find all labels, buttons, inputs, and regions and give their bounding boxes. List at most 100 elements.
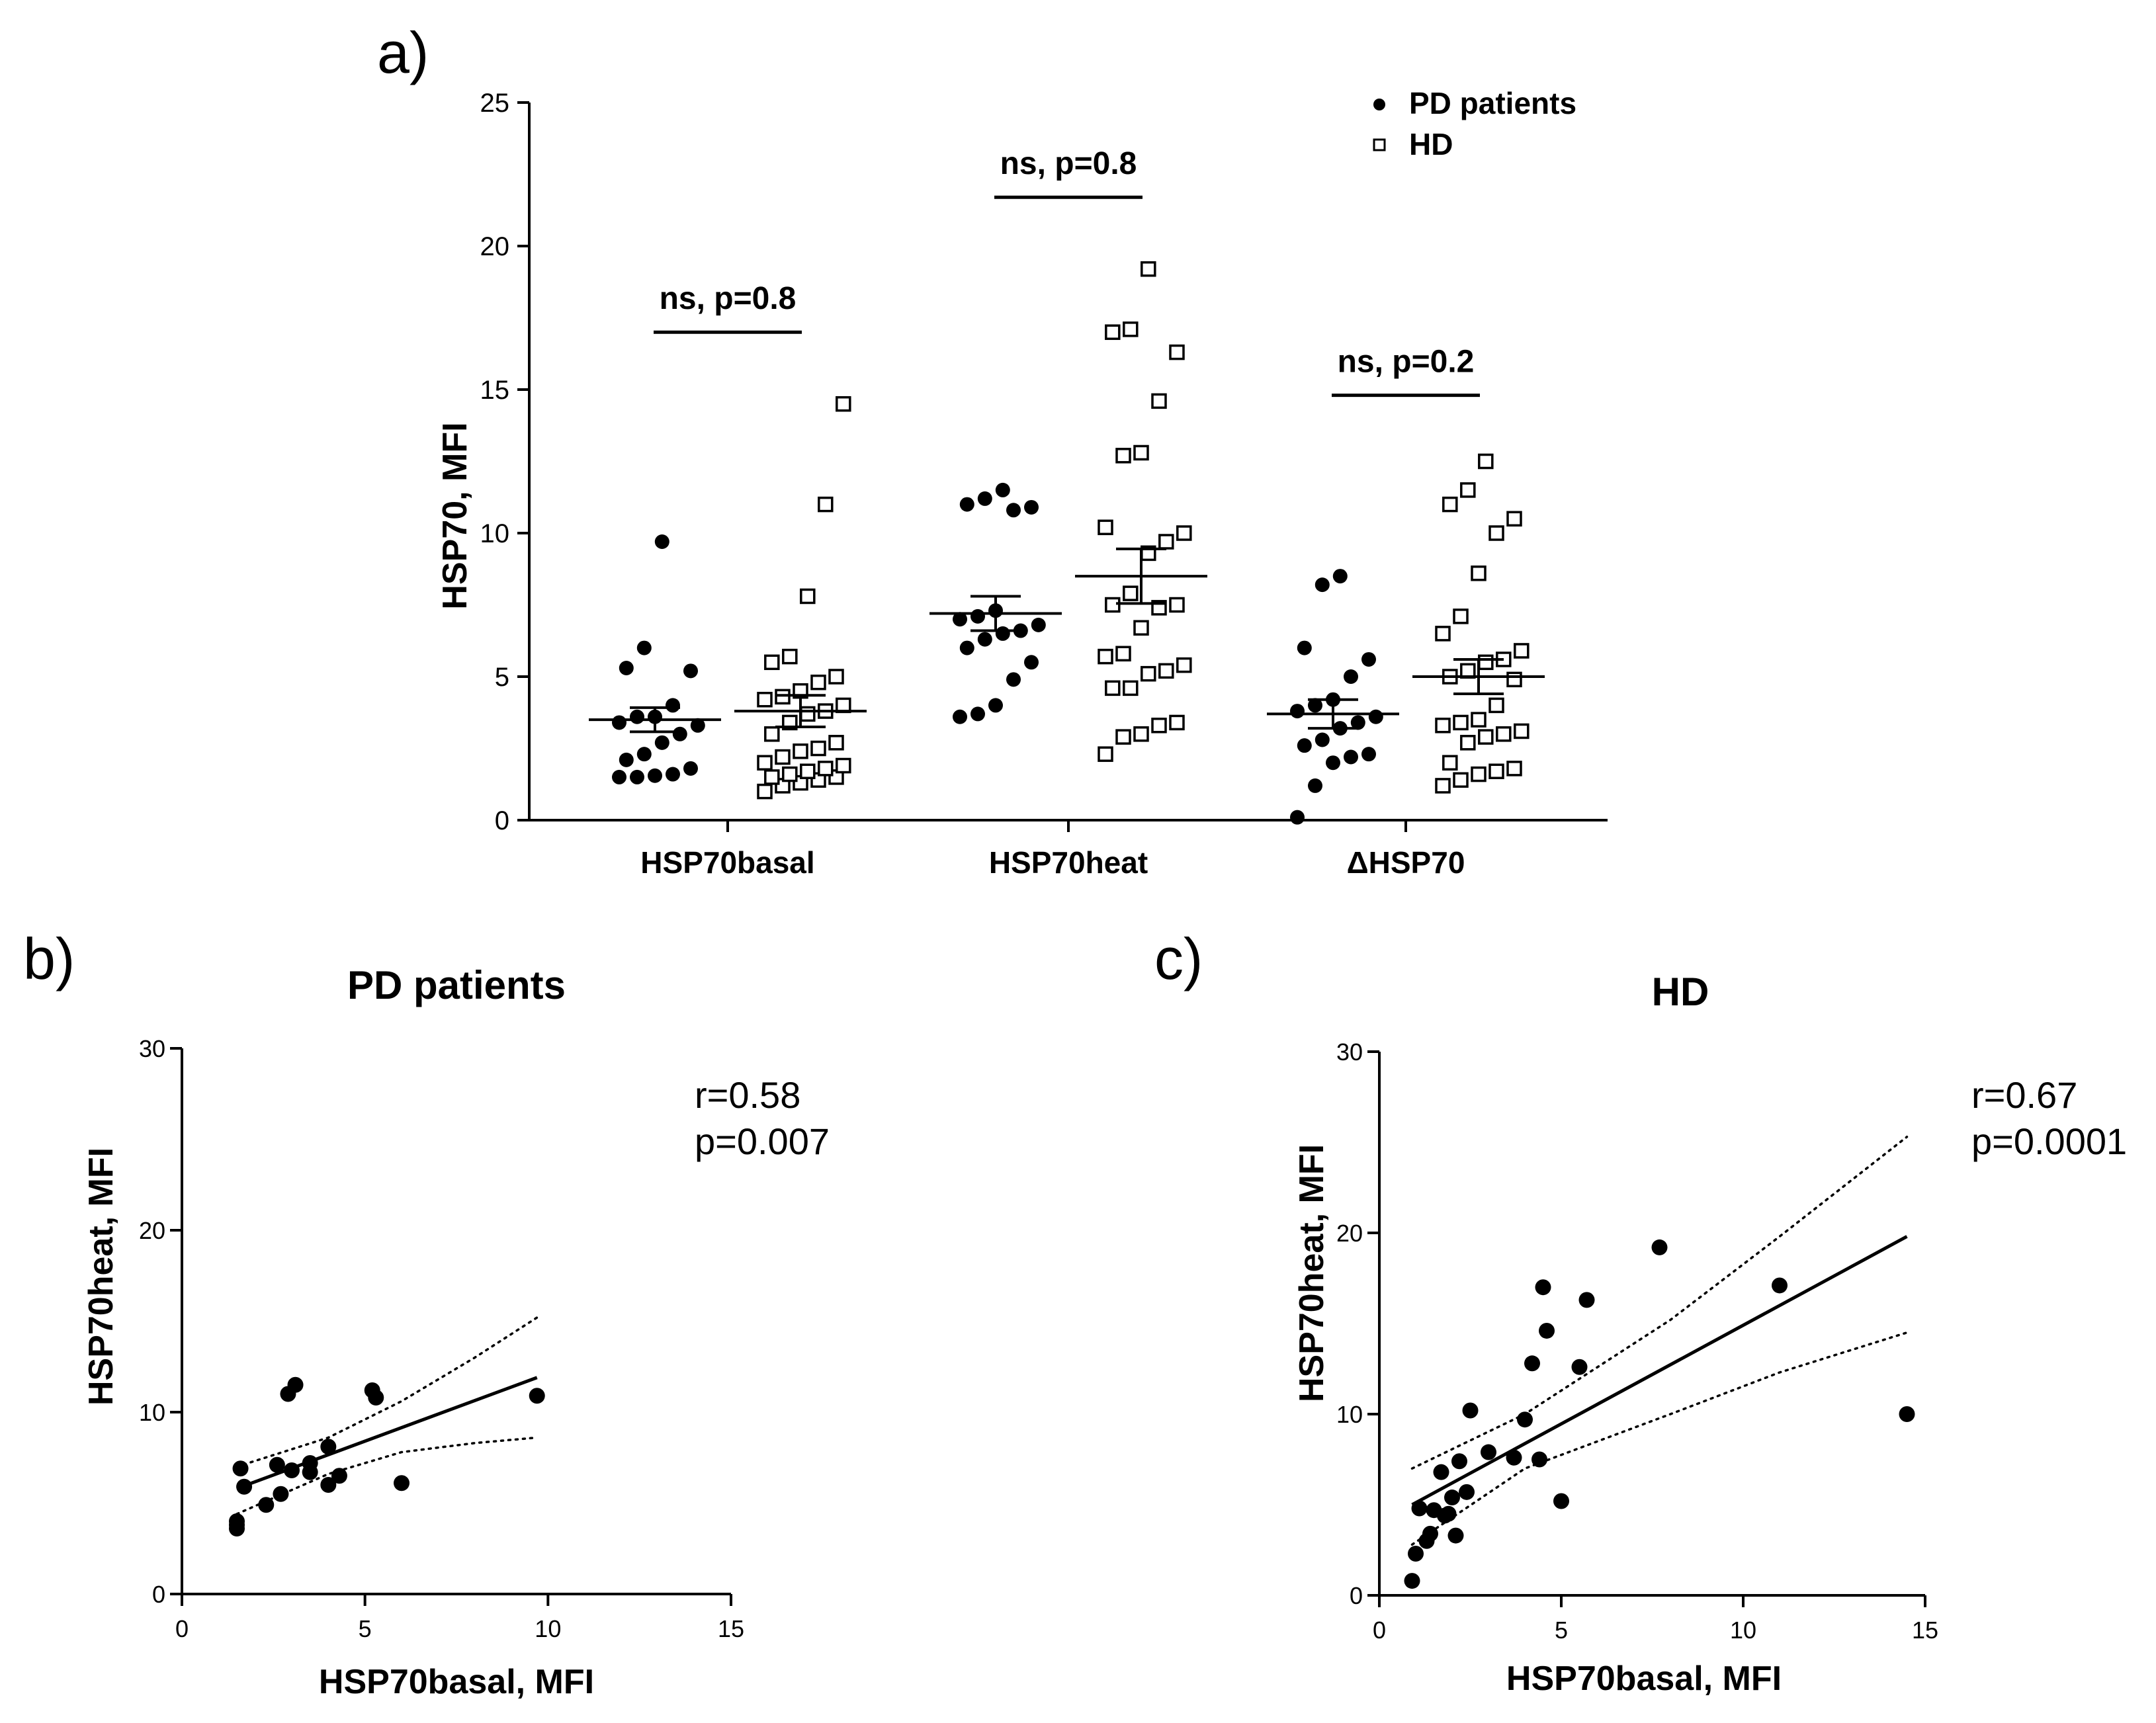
point-hd <box>810 740 826 757</box>
panel-a-label: a) <box>377 20 429 85</box>
scatter-point <box>529 1388 545 1404</box>
point-pd <box>648 768 662 783</box>
x-tick-label: 15 <box>1912 1617 1938 1644</box>
point-pd <box>977 632 992 647</box>
data-points <box>612 261 1530 825</box>
point-hd <box>764 726 780 742</box>
point-pd <box>953 709 967 724</box>
scatter-point <box>320 1439 337 1455</box>
point-hd <box>1176 525 1192 541</box>
panel-b-plot: 0 5 10 15 0 10 20 30 <box>139 1035 744 1642</box>
point-pd <box>666 698 680 713</box>
point-hd <box>764 654 780 671</box>
point-hd <box>1506 671 1522 688</box>
x-tick-labels: HSP70basal HSP70heat ΔHSP70 <box>640 820 1465 880</box>
panel-c-title: HD <box>1652 970 1709 1014</box>
scatter-point <box>1459 1484 1475 1500</box>
point-hd <box>782 766 798 782</box>
point-pd <box>1361 747 1376 762</box>
point-pd <box>1344 669 1358 684</box>
y-tick-label: 0 <box>1350 1582 1363 1609</box>
point-pd <box>1006 503 1021 518</box>
panel-b-label: b) <box>23 926 75 991</box>
scatter-point <box>1411 1500 1428 1517</box>
scatter-point <box>273 1486 289 1502</box>
point-pd <box>1350 715 1365 730</box>
scatter-point <box>320 1477 337 1493</box>
scatter-point <box>1539 1322 1555 1339</box>
point-hd <box>818 761 834 777</box>
panel-b-r-value: r=0.58 <box>695 1074 800 1116</box>
point-pd <box>977 491 992 506</box>
point-pd <box>995 482 1010 497</box>
scatter-point <box>1462 1402 1479 1419</box>
point-hd <box>1435 778 1451 794</box>
point-pd <box>1308 778 1322 793</box>
scatter-point <box>1651 1239 1668 1255</box>
point-pd <box>654 534 669 550</box>
scatter-point <box>1408 1545 1424 1562</box>
point-pd <box>1315 577 1330 593</box>
scatter-point <box>1433 1464 1449 1480</box>
panel-c-p-value: p=0.0001 <box>1971 1120 2127 1162</box>
legend-label-pd: PD patients <box>1409 86 1576 120</box>
point-hd <box>1133 726 1149 742</box>
point-hd <box>1488 697 1504 714</box>
point-pd <box>619 660 634 675</box>
y-tick-label: 20 <box>480 232 510 261</box>
point-hd <box>1478 729 1494 745</box>
point-hd <box>757 783 773 800</box>
scatter-point <box>331 1468 347 1484</box>
scatter-point <box>229 1521 245 1536</box>
point-pd <box>636 747 652 762</box>
legend-marker-pd <box>1373 99 1385 110</box>
point-hd <box>828 735 844 751</box>
point-hd <box>1158 663 1174 679</box>
point-pd <box>1326 755 1340 771</box>
x-tick-label: 10 <box>535 1615 561 1642</box>
scatter-point <box>258 1497 275 1513</box>
panel-c: c) HD HSP70heat, MFI HSP70basal, MFI r=0… <box>1154 926 2127 1698</box>
scatter-point <box>1772 1277 1788 1294</box>
legend: PD patients HD <box>1373 86 1576 161</box>
point-hd <box>1471 766 1487 782</box>
x-tick-label: ΔHSP70 <box>1347 845 1465 880</box>
point-hd <box>1158 534 1174 550</box>
point-hd <box>757 755 773 771</box>
point-hd <box>1133 444 1149 461</box>
x-tick-label: 5 <box>1555 1617 1568 1644</box>
x-tick-label: HSP70basal <box>640 845 814 880</box>
point-pd <box>1031 617 1046 632</box>
y-tick-label: 20 <box>1336 1220 1363 1247</box>
point-hd <box>1105 324 1121 340</box>
ci-upper-band <box>236 1316 539 1468</box>
y-tick-label: 10 <box>1336 1401 1363 1428</box>
x-tick-label: 0 <box>175 1615 189 1642</box>
point-pd <box>630 769 644 784</box>
ci-lower-band <box>236 1436 539 1515</box>
scatter-point <box>1506 1449 1522 1466</box>
point-hd <box>1098 648 1113 665</box>
point-pd <box>1332 569 1348 584</box>
point-pd <box>1308 698 1322 713</box>
significance-label: ns, p=0.8 <box>1000 146 1137 181</box>
point-hd <box>836 757 851 774</box>
point-pd <box>959 497 974 512</box>
point-hd <box>1115 646 1131 662</box>
x-tick-label: HSP70heat <box>989 845 1148 880</box>
point-pd <box>654 735 669 750</box>
point-pd <box>995 626 1010 641</box>
point-hd <box>1514 643 1530 659</box>
point-hd <box>1453 609 1469 624</box>
panel-b: b) PD patients HSP70heat, MFI HSP70basal… <box>23 926 830 1701</box>
point-pd <box>683 663 698 679</box>
point-hd <box>1115 729 1131 745</box>
ci-lower-band <box>1410 1331 1909 1546</box>
scatter-point <box>1481 1444 1496 1460</box>
y-tick-label: 10 <box>480 519 510 548</box>
point-pd <box>612 769 626 784</box>
point-pd <box>672 726 687 741</box>
point-hd <box>1169 344 1185 360</box>
mean-sem-bars <box>589 547 1545 734</box>
